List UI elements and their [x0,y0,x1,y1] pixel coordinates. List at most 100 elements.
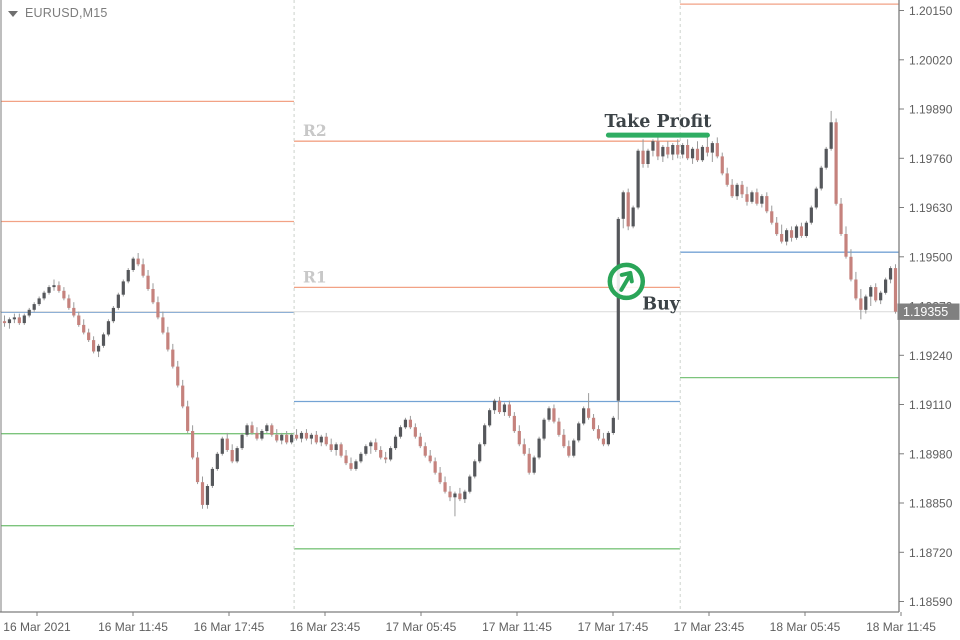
candle-body-bear [67,298,71,308]
candle-body-bull [453,493,457,498]
candle-body-bear [141,264,145,276]
candle-body-bull [299,432,304,439]
candle-body-bull [463,491,467,500]
candle-body-bear [695,148,700,161]
candle-body-bull [369,442,373,447]
candle-body-bull [646,150,650,164]
candle-body-bear [874,287,878,301]
candle-body-bear [374,442,378,450]
candle-body-bull [42,292,46,299]
candle-body-bear [497,400,502,413]
candle-body-bull [22,315,26,324]
candle-body-bear [567,446,571,456]
candle-body-bull [393,436,398,449]
candle-body-bull [265,425,269,431]
candle-body-bear [715,143,719,157]
annotations-layer[interactable]: Take Profit Buy [604,112,711,314]
candle-body-bear [686,145,690,159]
candle-body-bull [260,431,264,439]
candle-body-bear [171,349,175,367]
candle-body-bear [849,256,853,280]
candle-body-bull [651,141,655,151]
candle-body-bear [200,482,205,505]
candle-body-bear [275,434,279,441]
candle-body-bear [146,275,150,289]
candle-body-bear [314,434,318,443]
candle-body-bull [210,468,214,486]
time-tick-label: 17 Mar 17:45 [578,620,649,634]
candle-body-bear [166,332,170,350]
candle-body-bear [522,444,526,454]
candle-body-bull [334,444,338,450]
candle-body-bear [270,425,274,435]
candle-body-bear [413,427,417,437]
candle-body-bear [17,317,21,324]
candle-body-bear [765,196,769,212]
candle-body-bull [824,148,828,168]
candle-body-bear [72,307,76,316]
candle-body-bull [532,457,536,473]
candle-body-bear [755,192,759,204]
time-tick-label: 16 Mar 11:45 [98,620,168,634]
candle-body-bull [364,446,368,454]
candle-body-bull [240,434,244,449]
candle-body-bear [77,315,81,325]
time-tick-label: 17 Mar 11:45 [482,620,552,634]
current-price-box: 1.19355 [897,303,960,320]
candle-body-bear [195,457,200,483]
candle-body-bull [32,304,36,310]
candle-body-bull [488,410,492,426]
candle-body-bear [507,404,511,416]
candle-body-bull [671,145,675,155]
candle-body-bear [339,444,343,456]
symbol-period-label: EURUSD,M15 [8,6,108,20]
time-tick-label: 17 Mar 23:45 [674,620,745,634]
candle-body-bull [483,425,487,445]
candle-body-bear [859,298,863,310]
candle-body-bear [656,141,660,157]
candle-body-bear [324,436,328,445]
candle-body-bear [423,446,427,456]
time-tick-label: 18 Mar 05:45 [770,620,841,634]
price-tick-label: 1.20020 [909,53,953,67]
candle-body-bear [666,146,670,155]
candle-body-bear [285,434,289,443]
candle-body-bear [349,463,353,469]
candle-body-bull [398,427,403,437]
price-tick-label: 1.18850 [909,497,953,511]
candle-body-bear [136,258,140,265]
candle-body-bull [631,207,635,227]
candle-body-bull [111,307,115,322]
day-separators-layer [293,0,681,612]
symbol-period-text: EURUSD,M15 [25,6,108,20]
candle-body-bull [7,319,12,324]
candle-body-bear [294,434,299,439]
candle-body-bull [403,419,408,428]
candle-body-bull [690,148,695,159]
candle-body-bull [735,184,739,197]
candle-body-bear [230,450,234,462]
candle-body-bull [616,218,620,401]
candle-body-bear [82,324,86,333]
candle-body-bear [770,211,774,223]
candle-body-bear [92,340,96,352]
pivot-label-R2: R2 [303,121,327,140]
candle-body-bear [893,268,898,312]
candle-body-bull [804,222,808,236]
candle-body-bull [636,150,640,208]
candle-body-bear [527,453,531,473]
candle-body-bull [12,317,16,320]
candle-body-bull [864,296,868,310]
candle-body-bear [250,425,254,433]
candle-body-bear [443,482,447,492]
candle-body-bull [785,230,789,242]
candle-body-bull [131,258,135,270]
candle-body-bull [235,448,239,462]
time-tick-label: 18 Mar 11:45 [866,620,936,634]
price-tick-label: 1.18980 [909,447,953,461]
symbol-dropdown-icon[interactable] [8,10,18,17]
time-axis[interactable]: 16 Mar 2021 16 Mar 11:45 16 Mar 17:45 16 Ma… [3,612,936,634]
candle-body-bear [448,491,452,498]
